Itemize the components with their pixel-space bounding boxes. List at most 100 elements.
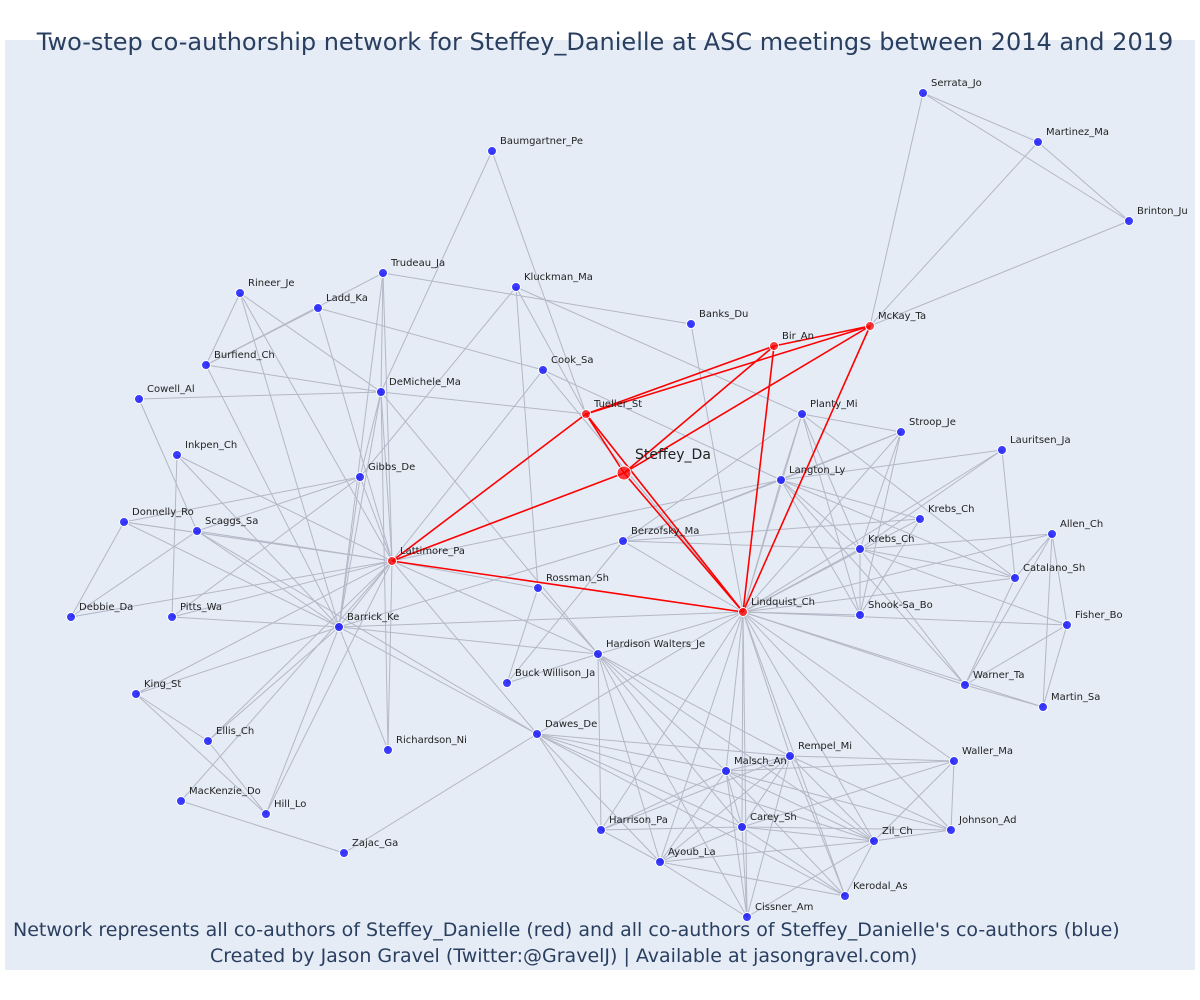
edge-Catalano_Sh-Warner_Ta — [964, 577, 1016, 686]
edge-Allen_Ch-Lindquist_Ch — [742, 533, 1053, 613]
node-Warner_Ta[interactable] — [960, 680, 970, 690]
node-Waller_Ma[interactable] — [949, 756, 959, 766]
node-Zil_Ch[interactable] — [869, 836, 879, 846]
node-label-Carey_Sh: Carey_Sh — [750, 812, 797, 823]
node-Langton_Ly[interactable] — [776, 475, 786, 485]
edge-Inkpen_Ch-Pitts_Wa — [171, 454, 178, 618]
node-Ellis_Ch[interactable] — [203, 736, 213, 746]
edge-Zil_Ch-Cissner_Am — [746, 840, 875, 918]
node-Planty_Mi[interactable] — [797, 409, 807, 419]
node-Martinez_Ma[interactable] — [1033, 137, 1043, 147]
node-Pitts_Wa[interactable] — [167, 612, 177, 622]
node-Lindquist_Ch[interactable] — [738, 607, 748, 617]
edge-Carey_Sh-Cissner_Am — [741, 826, 748, 918]
node-Lauritsen_Ja[interactable] — [997, 445, 1007, 455]
node-label-Catalano_Sh: Catalano_Sh — [1023, 563, 1085, 574]
node-Kluckman_Ma[interactable] — [511, 282, 521, 292]
node-Tueller_St[interactable] — [581, 409, 591, 419]
node-Hill_Lo[interactable] — [261, 809, 271, 819]
edge-Dawes_De-Ayoub_La — [536, 733, 661, 863]
node-Stroop_Je[interactable] — [896, 427, 906, 437]
node-Debbie_Da[interactable] — [66, 612, 76, 622]
node-label-Hill_Lo: Hill_Lo — [274, 799, 306, 810]
node-Johnson_Ad[interactable] — [946, 825, 956, 835]
node-label-Burfiend_Ch: Burfiend_Ch — [214, 350, 275, 361]
node-label-Zil_Ch: Zil_Ch — [882, 826, 913, 837]
node-Steffey_Da[interactable] — [616, 465, 632, 481]
node-Baumgartner_Pe[interactable] — [487, 146, 497, 156]
node-label-Krebs_Ch2: Krebs_Ch — [868, 534, 914, 545]
node-King_St[interactable] — [131, 689, 141, 699]
node-Shook-Sa_Bo[interactable] — [855, 610, 865, 620]
edge-Scaggs_Sa-Lattimore_Pa — [196, 530, 393, 562]
edge-Stroop_Je-Lindquist_Ch — [742, 431, 902, 613]
edge-Rossman_Sh-Buck_Willison_Ja — [506, 587, 539, 684]
node-Berzofsky_Ma[interactable] — [618, 536, 628, 546]
node-Rempel_Mi[interactable] — [785, 751, 795, 761]
node-label-Steffey_Da: Steffey_Da — [635, 447, 711, 463]
edge-Hill_Lo-Lattimore_Pa — [265, 560, 393, 815]
edge-Berzofsky_Ma-Krebs_Ch2 — [622, 540, 861, 550]
node-Banks_Du[interactable] — [686, 319, 696, 329]
node-Cissner_Am[interactable] — [742, 912, 752, 922]
node-Malsch_An[interactable] — [721, 766, 731, 776]
node-Bir_An[interactable] — [769, 341, 779, 351]
edge-Dawes_De-Lindquist_Ch — [536, 611, 744, 735]
node-Kerodal_As[interactable] — [840, 891, 850, 901]
node-Rossman_Sh[interactable] — [533, 583, 543, 593]
node-Barrick_Ke[interactable] — [334, 622, 344, 632]
node-Trudeau_Ja[interactable] — [378, 268, 388, 278]
node-Zajac_Ga[interactable] — [339, 848, 349, 858]
node-Richardson_Ni[interactable] — [383, 745, 393, 755]
node-MacKenzie_Do[interactable] — [176, 796, 186, 806]
edge-Cook_Sa-Lattimore_Pa — [391, 369, 544, 562]
red-edge-Tueller_St-Lattimore_Pa — [391, 413, 587, 562]
node-Martin_Sa[interactable] — [1038, 702, 1048, 712]
edge-Rossman_Sh-Hardison_Walters_Je — [537, 587, 599, 655]
node-Carey_Sh[interactable] — [737, 822, 747, 832]
node-Krebs_Ch[interactable] — [915, 514, 925, 524]
red-edge-Steffey_Da-Tueller_St — [585, 413, 625, 474]
node-Allen_Ch[interactable] — [1047, 529, 1057, 539]
node-label-Waller_Ma: Waller_Ma — [962, 746, 1013, 757]
node-Serrata_Jo[interactable] — [918, 88, 928, 98]
edge-Malsch_An-Harrison_Pa — [600, 770, 727, 831]
node-Harrison_Pa[interactable] — [596, 825, 606, 835]
node-Dawes_De[interactable] — [532, 729, 542, 739]
node-Burfiend_Ch[interactable] — [201, 360, 211, 370]
edge-Malsch_An-Zil_Ch — [725, 770, 875, 842]
node-Krebs_Ch2[interactable] — [855, 544, 865, 554]
edge-Hardison_Walters_Je-Zil_Ch — [597, 653, 875, 842]
edge-Rossman_Sh-Lattimore_Pa — [391, 560, 539, 589]
node-Rineer_Je[interactable] — [235, 288, 245, 298]
node-Catalano_Sh[interactable] — [1010, 573, 1020, 583]
node-Fisher_Bo[interactable] — [1062, 620, 1072, 630]
node-Cook_Sa[interactable] — [538, 365, 548, 375]
edge-Serrata_Jo-McKay_Ta — [869, 92, 924, 327]
node-Scaggs_Sa[interactable] — [192, 526, 202, 536]
edge-Rempel_Mi-Kerodal_As — [789, 755, 846, 897]
edge-Hardison_Walters_Je-Lattimore_Pa — [391, 560, 599, 655]
node-label-MacKenzie_Do: MacKenzie_Do — [189, 786, 261, 797]
red-edges — [391, 325, 871, 613]
edge-Rineer_Je-Barrick_Ke — [239, 292, 340, 628]
edge-Donnelly_Ro-Debbie_Da — [70, 521, 125, 618]
node-Brinton_Ju[interactable] — [1124, 216, 1134, 226]
node-label-Martin_Sa: Martin_Sa — [1051, 692, 1100, 703]
edge-Gibbs_De-Pitts_Wa — [171, 476, 361, 618]
node-Buck_Willison_Ja[interactable] — [502, 678, 512, 688]
node-Gibbs_De[interactable] — [355, 472, 365, 482]
edge-Trudeau_Ja-Banks_Du — [382, 272, 692, 325]
node-Lattimore_Pa[interactable] — [387, 556, 397, 566]
edge-Cissner_Am-Hardison_Walters_Je — [597, 653, 748, 918]
node-Hardison_Walters_Je[interactable] — [593, 649, 603, 659]
node-DeMichele_Ma[interactable] — [376, 387, 386, 397]
edge-DeMichele_Ma-Gibbs_De — [359, 391, 382, 478]
node-Cowell_Al[interactable] — [134, 394, 144, 404]
node-Donnelly_Ro[interactable] — [119, 517, 129, 527]
node-Ayoub_La[interactable] — [655, 857, 665, 867]
node-Ladd_Ka[interactable] — [313, 303, 323, 313]
node-McKay_Ta[interactable] — [865, 321, 875, 331]
node-Inkpen_Ch[interactable] — [172, 450, 182, 460]
